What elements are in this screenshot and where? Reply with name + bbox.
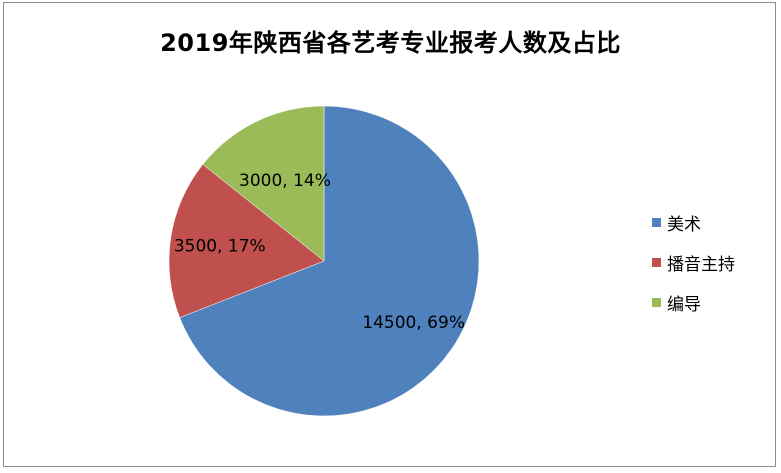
chart-frame: 2019年陕西省各艺考专业报考人数及占比 14500, 69% 3500, 17%… [3, 2, 776, 467]
pie-slice-broadcasting [168, 164, 325, 318]
legend-swatch-broadcasting [652, 257, 661, 267]
chart-legend: 美术 播音主持 编导 [652, 209, 735, 329]
data-label-art: 14500, 69% [362, 313, 465, 333]
legend-item-art: 美术 [652, 209, 735, 235]
legend-swatch-directing [652, 297, 661, 307]
chart-title: 2019年陕西省各艺考专业报考人数及占比 [160, 29, 621, 57]
legend-item-broadcasting: 播音主持 [652, 249, 735, 275]
legend-item-directing: 编导 [652, 289, 735, 315]
legend-swatch-art [652, 217, 661, 227]
pie-chart: 14500, 69% 3500, 17% 3000, 14% [168, 105, 480, 417]
data-label-directing: 3000, 14% [239, 171, 331, 191]
legend-label-directing: 编导 [667, 294, 701, 315]
pie-slice-directing [202, 105, 325, 262]
data-label-broadcasting: 3500, 17% [174, 236, 266, 256]
legend-label-broadcasting: 播音主持 [667, 254, 735, 275]
pie-slice-art [179, 105, 480, 417]
legend-label-art: 美术 [667, 214, 701, 235]
